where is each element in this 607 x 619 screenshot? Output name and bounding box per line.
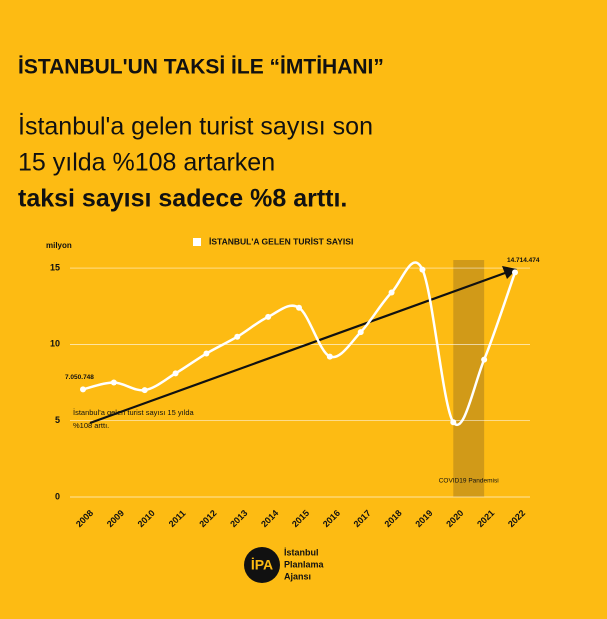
- data-point: [265, 313, 272, 320]
- title: İSTANBUL'UN TAKSİ İLE “İMTİHANI”: [18, 56, 384, 79]
- data-point: [450, 419, 457, 426]
- y-axis-label: milyon: [46, 241, 72, 250]
- annotation: İstanbul'a gelen turist sayısı 15 yılda: [73, 408, 194, 417]
- logo-mark: İPA: [251, 557, 273, 573]
- logo-icon: [244, 547, 280, 583]
- data-point: [80, 386, 86, 393]
- value-label: 7.050.748: [65, 374, 94, 381]
- legend-label: İSTANBUL'A GELEN TURİST SAYISI: [209, 236, 353, 246]
- data-point: [512, 269, 518, 276]
- subtitle: 15 yılda %108 artarken: [18, 149, 275, 177]
- trend-arrow: [89, 271, 506, 425]
- logo-text: Ajansı: [284, 571, 311, 581]
- data-point: [326, 353, 333, 360]
- data-point: [141, 387, 148, 394]
- covid-band: [453, 260, 485, 497]
- subtitle: İstanbul'a gelen turist sayısı son: [18, 112, 373, 141]
- annotation: %108 arttı.: [73, 421, 109, 430]
- data-point: [203, 350, 210, 357]
- data-point: [357, 329, 364, 336]
- data-point: [481, 356, 488, 363]
- logo: İPA İstanbul Planlama Ajansı: [244, 547, 325, 583]
- data-point: [234, 333, 241, 340]
- data-point: [172, 370, 179, 377]
- logo-text: İstanbul: [284, 547, 319, 557]
- legend-swatch: [193, 238, 201, 246]
- data-point: [110, 379, 117, 386]
- y-tick-label: 5: [55, 415, 60, 425]
- data-point: [296, 304, 302, 311]
- y-tick-label: 0: [55, 491, 60, 501]
- covid-label: COVID19 Pandemisi: [439, 478, 499, 485]
- value-label: 14.714.474: [507, 257, 540, 264]
- logo-text: Planlama: [284, 559, 325, 569]
- data-point: [419, 266, 426, 273]
- y-tick-label: 15: [50, 262, 60, 272]
- arrow-head: [502, 266, 517, 279]
- y-tick-label: 10: [50, 339, 60, 349]
- data-point: [388, 289, 395, 296]
- highlight: taksi sayısı sadece %8 arttı.: [18, 185, 347, 213]
